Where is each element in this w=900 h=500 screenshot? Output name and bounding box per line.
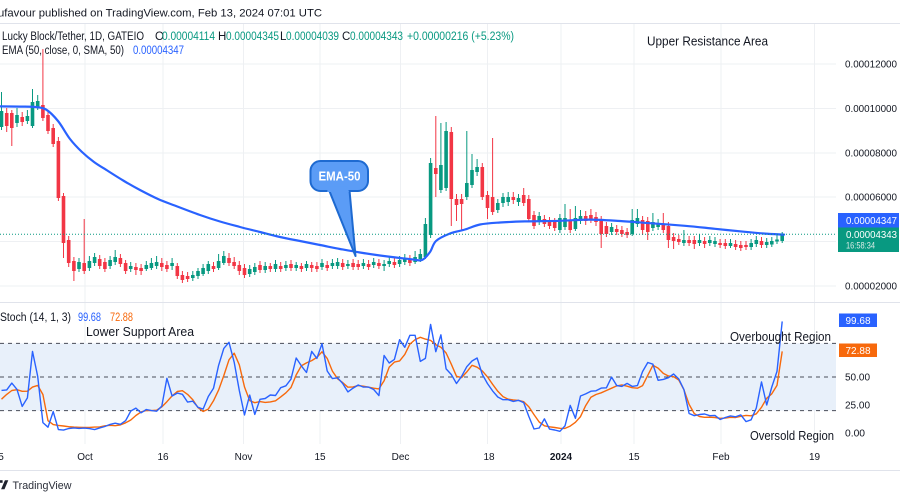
svg-text:Dec: Dec	[392, 452, 410, 463]
svg-text:ufavour published on TradingVi: ufavour published on TradingView.com, Fe…	[0, 8, 322, 20]
svg-text:5: 5	[0, 452, 4, 463]
svg-text:Nov: Nov	[235, 452, 253, 463]
svg-text:99.68: 99.68	[846, 316, 871, 327]
svg-text:Overbought Region: Overbought Region	[730, 330, 831, 344]
svg-text:15: 15	[628, 452, 640, 463]
svg-text:15: 15	[314, 452, 326, 463]
svg-text:0.00012000: 0.00012000	[845, 60, 897, 71]
svg-text:TradingView: TradingView	[13, 480, 72, 492]
svg-text:0.00004347: 0.00004347	[133, 45, 184, 57]
svg-text:0.00: 0.00	[845, 429, 865, 440]
svg-text:0.00004343: 0.00004343	[350, 31, 403, 43]
svg-text:0.00008000: 0.00008000	[845, 149, 897, 160]
svg-text:0.00004345: 0.00004345	[226, 31, 279, 43]
svg-text:H: H	[218, 31, 226, 43]
svg-text:18: 18	[483, 452, 495, 463]
svg-text:0.00006000: 0.00006000	[845, 193, 897, 204]
svg-text:Lucky Block/Tether, 1D, GATEIO: Lucky Block/Tether, 1D, GATEIO	[2, 31, 144, 43]
svg-text:Oct: Oct	[77, 452, 93, 463]
svg-text:0.00002000: 0.00002000	[845, 282, 897, 293]
svg-text:72.88: 72.88	[110, 312, 133, 324]
svg-text:99.68: 99.68	[78, 312, 101, 324]
svg-text:0.00004343: 0.00004343	[846, 230, 897, 241]
svg-text:16:58:34: 16:58:34	[846, 241, 875, 252]
svg-text:19: 19	[809, 452, 821, 463]
svg-text:L: L	[280, 31, 287, 43]
svg-text:Stoch (14, 1, 3): Stoch (14, 1, 3)	[0, 312, 71, 324]
svg-text:Oversold Region: Oversold Region	[750, 429, 834, 443]
svg-text:0.00004114: 0.00004114	[162, 31, 216, 43]
svg-text:2024: 2024	[550, 452, 573, 463]
svg-text:25.00: 25.00	[845, 401, 870, 412]
svg-text:0.00010000: 0.00010000	[845, 104, 897, 115]
svg-text:Lower Support Area: Lower Support Area	[86, 325, 194, 339]
svg-text:O: O	[155, 31, 164, 43]
svg-text:EMA-50: EMA-50	[319, 170, 361, 184]
svg-text:C: C	[342, 31, 350, 43]
svg-text:Upper Resistance Area: Upper Resistance Area	[647, 35, 768, 49]
svg-text:50.00: 50.00	[845, 373, 870, 384]
svg-text:16: 16	[157, 452, 169, 463]
svg-text:72.88: 72.88	[846, 346, 871, 357]
svg-text:0.00004039: 0.00004039	[286, 31, 339, 43]
svg-text:Feb: Feb	[712, 452, 730, 463]
svg-text:+0.00000216 (+5.23%): +0.00000216 (+5.23%)	[407, 31, 514, 43]
svg-text:0.00004347: 0.00004347	[846, 216, 897, 227]
svg-text:EMA (50, close, 0, SMA, 50): EMA (50, close, 0, SMA, 50)	[2, 45, 124, 57]
